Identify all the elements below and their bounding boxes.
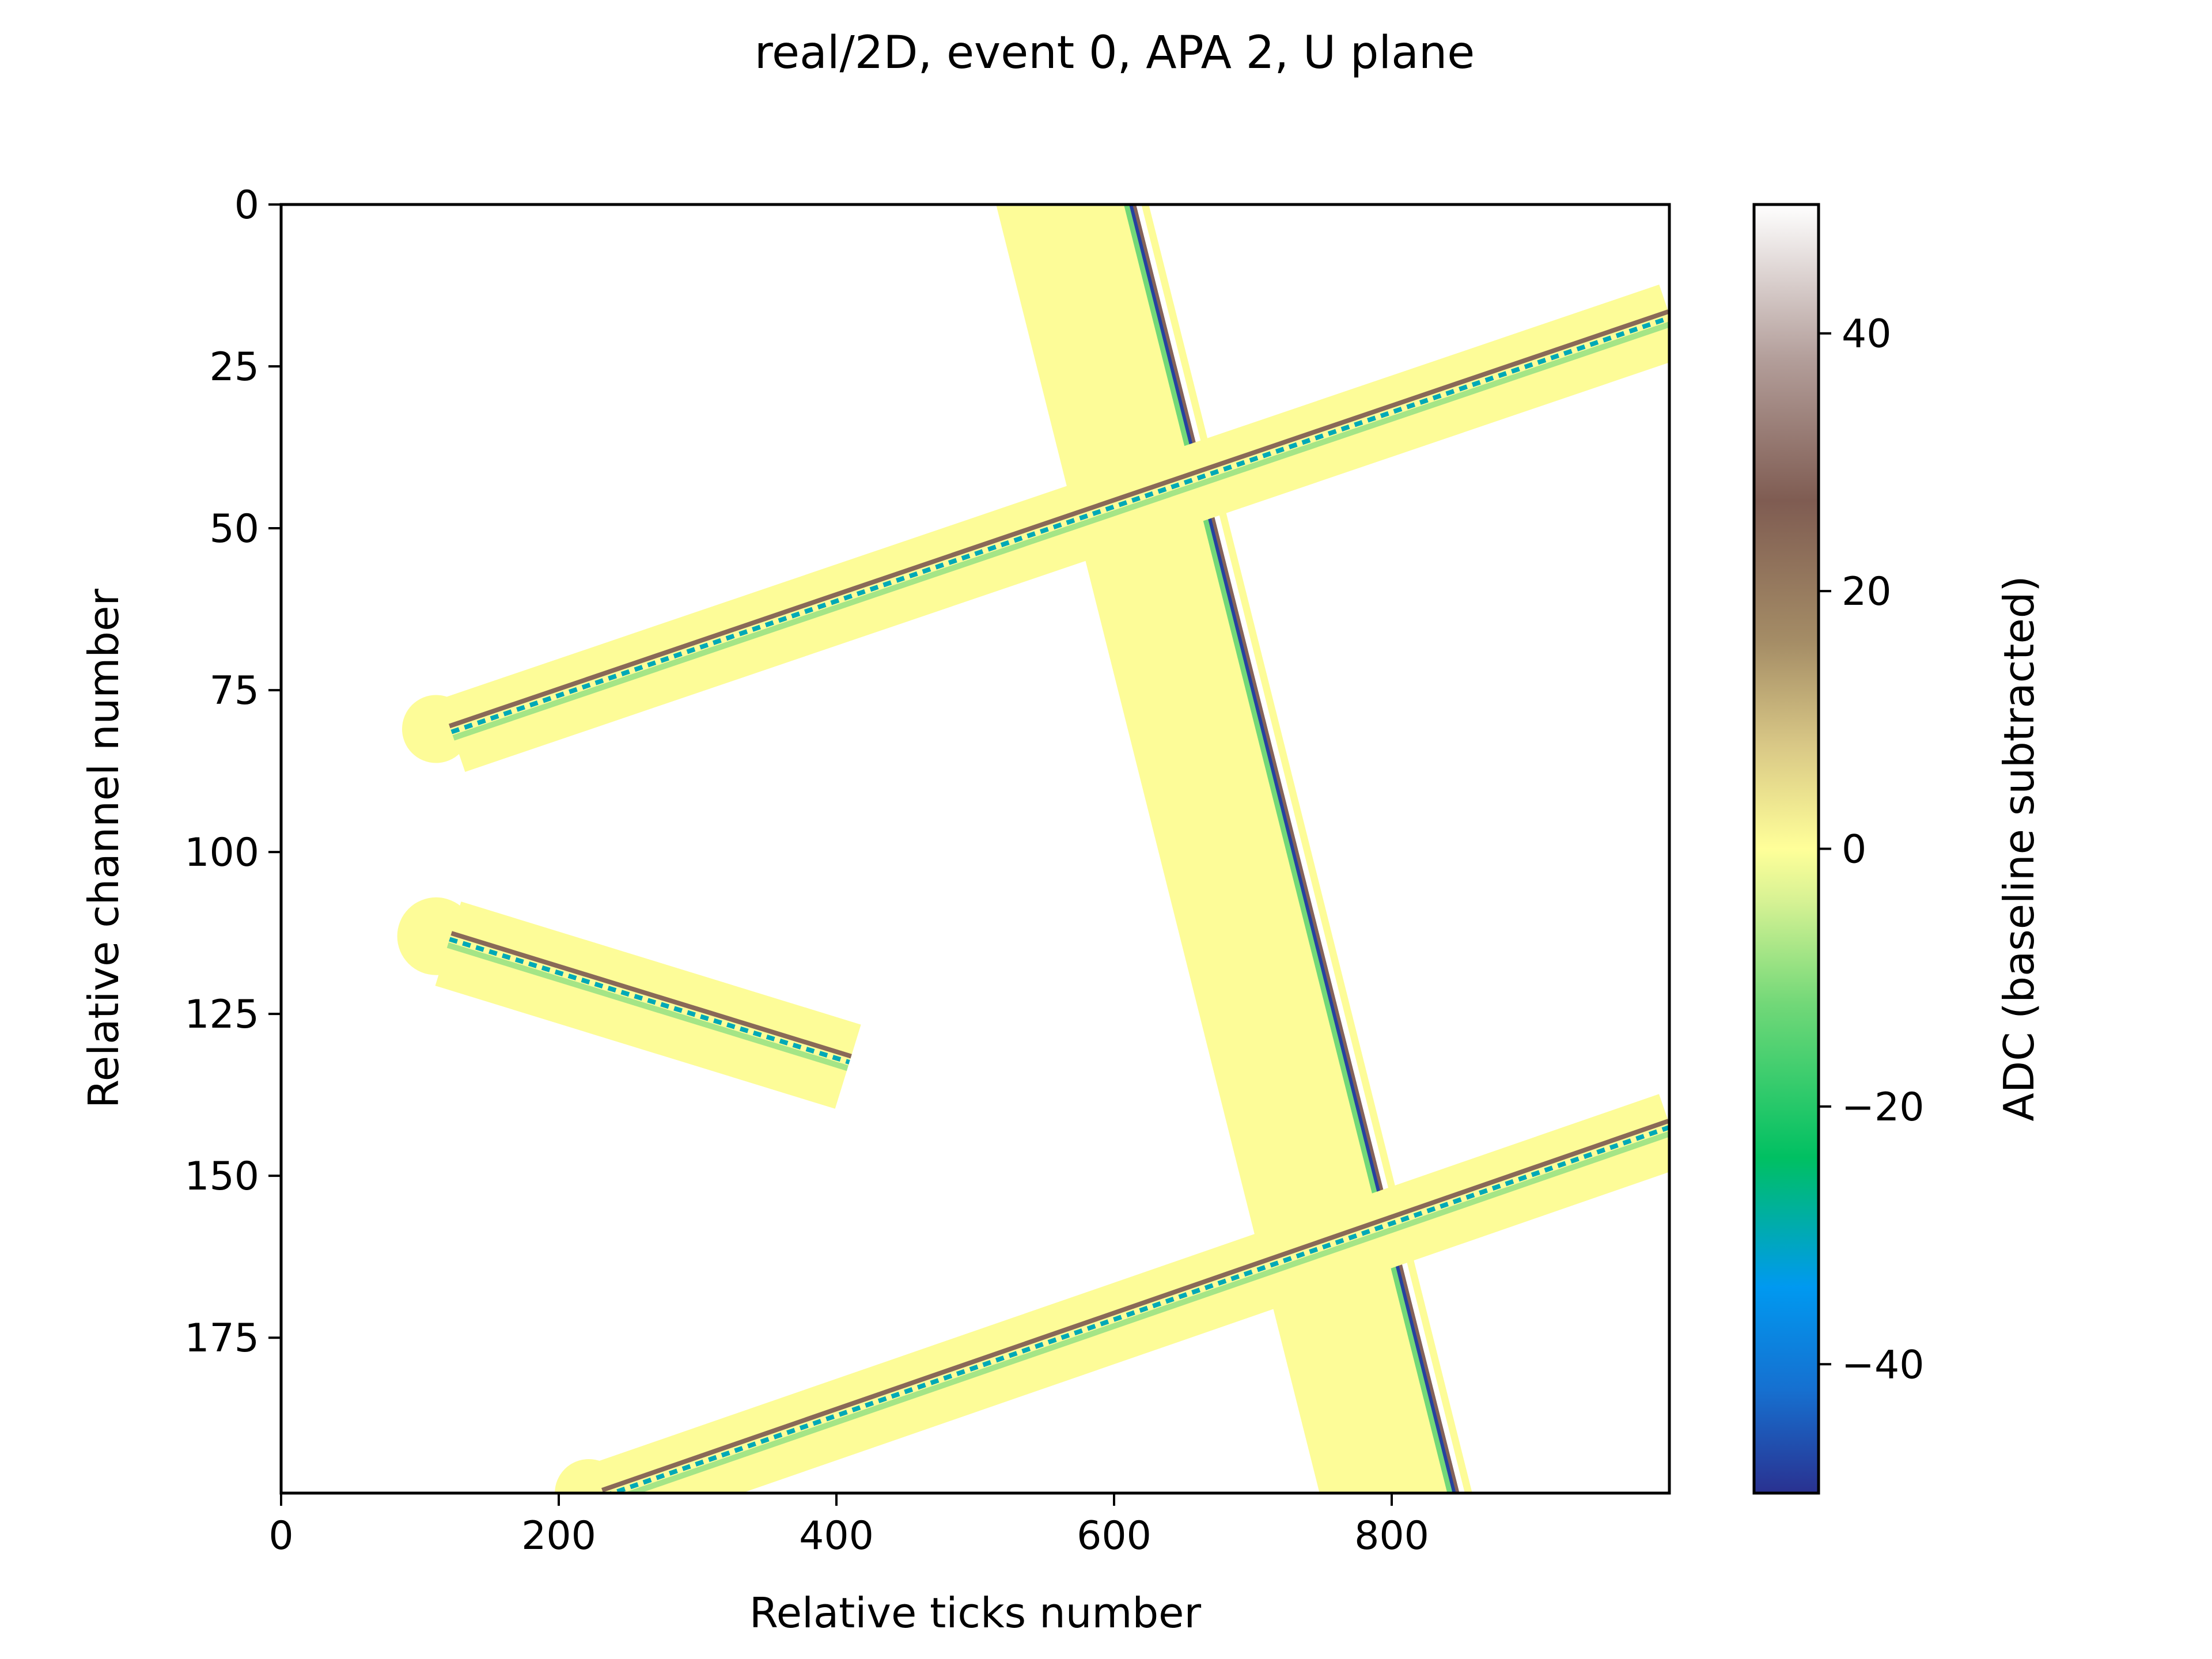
colorbar-tick-label: −40 <box>1842 1342 1925 1388</box>
upper-diagonal-track-band-2 <box>448 309 1669 729</box>
short-track-band-2 <box>450 931 852 1059</box>
colorbar-tick-label: 0 <box>1842 827 1866 873</box>
lower-diagonal-track-band-0 <box>623 1131 1669 1493</box>
x-tick-label: 400 <box>799 1513 874 1559</box>
lower-diagonal-track-band-2 <box>601 1119 1669 1493</box>
x-axis: 0 200 400 600 800 <box>268 1493 1429 1559</box>
chart-title: real/2D, event 0, APA 2, U plane <box>755 27 1475 79</box>
y-tick-label: 150 <box>184 1154 259 1199</box>
y-tick-label: 125 <box>184 992 259 1037</box>
x-tick-label: 800 <box>1354 1513 1429 1559</box>
upper-diagonal-track-start-blob <box>402 695 471 763</box>
y-tick-label: 50 <box>209 506 259 552</box>
y-tick-label: 175 <box>184 1316 259 1361</box>
colorbar-tick-label: −20 <box>1842 1085 1925 1130</box>
steep-track-band-0 <box>1124 204 1456 1493</box>
lower-diagonal-track-halo <box>593 1094 1669 1493</box>
lower-diagonal-track-band-1 <box>605 1124 1669 1493</box>
y-tick-label: 100 <box>184 830 259 876</box>
x-tick-label: 200 <box>521 1513 596 1559</box>
heatmap-tracks <box>397 204 1669 1493</box>
short-track-band-0 <box>446 942 849 1071</box>
heatmap-area <box>397 204 1669 1493</box>
colorbar-tick-label: 20 <box>1842 569 1892 615</box>
colorbar-axis: −40 −20 0 20 40 <box>1819 312 1925 1388</box>
y-tick-label: 0 <box>234 183 259 228</box>
plot-frame <box>279 203 1671 1495</box>
y-axis: 0 25 50 75 100 125 150 175 <box>184 183 281 1361</box>
steep-track-band-1 <box>1129 204 1458 1493</box>
upper-diagonal-track-band-0 <box>452 321 1669 741</box>
steep-track-band-2 <box>1132 204 1461 1493</box>
lower-diagonal-track-start-blob <box>555 1459 623 1493</box>
y-tick-label: 75 <box>209 668 259 714</box>
x-tick-label: 600 <box>1077 1513 1152 1559</box>
short-track-band-1 <box>449 937 850 1065</box>
upper-diagonal-track-band-1 <box>450 315 1669 734</box>
colorbar-label: ADC (baseline subtracted) <box>1995 575 2043 1121</box>
y-tick-label: 25 <box>209 344 259 390</box>
short-track-start-blob <box>397 897 475 975</box>
x-axis-label: Relative ticks number <box>749 1589 1202 1637</box>
colorbar-tick-label: 40 <box>1842 312 1892 357</box>
x-tick-label: 0 <box>268 1513 293 1559</box>
y-axis-label: Relative channel number <box>79 589 128 1108</box>
steep-track-band-3 <box>1136 204 1465 1493</box>
colorbar <box>1752 203 1820 1495</box>
